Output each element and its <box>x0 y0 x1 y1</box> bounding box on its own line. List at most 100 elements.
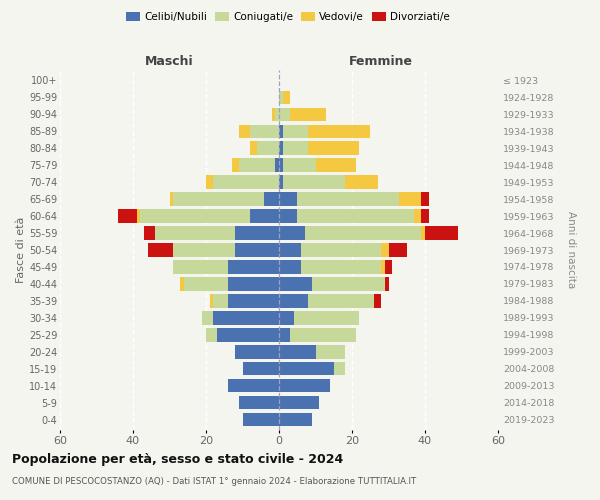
Bar <box>202 312 214 324</box>
Bar <box>228 278 279 290</box>
Bar <box>279 413 312 426</box>
Bar <box>173 244 235 256</box>
Bar <box>228 260 279 274</box>
Bar <box>250 210 279 222</box>
Bar <box>381 260 385 274</box>
Bar <box>228 294 279 308</box>
Bar <box>148 244 173 256</box>
Bar <box>279 90 283 104</box>
Bar <box>173 260 228 274</box>
Bar <box>279 312 293 324</box>
Bar <box>206 176 214 188</box>
Bar <box>279 244 301 256</box>
Bar <box>421 192 428 205</box>
Bar <box>293 312 359 324</box>
Bar <box>305 226 421 239</box>
Bar <box>374 294 381 308</box>
Y-axis label: Anni di nascita: Anni di nascita <box>566 212 575 288</box>
Bar <box>301 260 381 274</box>
Bar <box>173 192 265 205</box>
Bar <box>144 226 155 239</box>
Bar <box>214 312 279 324</box>
Text: COMUNE DI PESCOCOSTANZO (AQ) - Dati ISTAT 1° gennaio 2024 - Elaborazione TUTTITA: COMUNE DI PESCOCOSTANZO (AQ) - Dati ISTA… <box>12 478 416 486</box>
Bar <box>279 142 283 154</box>
Bar <box>250 142 257 154</box>
Bar <box>279 124 283 138</box>
Bar <box>308 124 370 138</box>
Text: Femmine: Femmine <box>349 56 413 68</box>
Bar <box>279 176 283 188</box>
Bar <box>257 142 279 154</box>
Bar <box>155 226 235 239</box>
Bar <box>400 192 421 205</box>
Bar <box>421 210 428 222</box>
Bar <box>308 294 374 308</box>
Bar <box>283 90 290 104</box>
Bar <box>275 108 279 121</box>
Bar <box>344 176 377 188</box>
Bar <box>235 226 279 239</box>
Bar <box>214 176 279 188</box>
Bar <box>235 244 279 256</box>
Bar <box>414 210 421 222</box>
Bar <box>283 158 316 172</box>
Bar <box>275 158 279 172</box>
Bar <box>279 278 312 290</box>
Bar <box>312 278 385 290</box>
Bar <box>242 362 279 376</box>
Bar <box>184 278 228 290</box>
Bar <box>209 294 214 308</box>
Bar <box>279 210 297 222</box>
Bar <box>279 379 330 392</box>
Bar <box>425 226 458 239</box>
Bar <box>279 192 297 205</box>
Bar <box>279 346 316 358</box>
Bar <box>279 294 308 308</box>
Bar <box>239 396 279 409</box>
Bar <box>283 142 308 154</box>
Bar <box>279 362 334 376</box>
Bar <box>228 379 279 392</box>
Bar <box>235 346 279 358</box>
Bar <box>279 108 290 121</box>
Legend: Celibi/Nubili, Coniugati/e, Vedovi/e, Divorziati/e: Celibi/Nubili, Coniugati/e, Vedovi/e, Di… <box>122 8 454 26</box>
Text: Maschi: Maschi <box>145 56 194 68</box>
Bar <box>389 244 407 256</box>
Y-axis label: Fasce di età: Fasce di età <box>16 217 26 283</box>
Bar <box>283 176 344 188</box>
Text: Popolazione per età, sesso e stato civile - 2024: Popolazione per età, sesso e stato civil… <box>12 452 343 466</box>
Bar <box>279 158 283 172</box>
Bar <box>301 244 381 256</box>
Bar <box>181 278 184 290</box>
Bar <box>334 362 344 376</box>
Bar <box>381 244 389 256</box>
Bar <box>217 328 279 342</box>
Bar <box>169 192 173 205</box>
Bar <box>385 278 389 290</box>
Bar <box>279 260 301 274</box>
Bar <box>239 124 250 138</box>
Bar <box>279 328 290 342</box>
Bar <box>297 210 414 222</box>
Bar <box>232 158 239 172</box>
Bar <box>272 108 275 121</box>
Bar <box>297 192 400 205</box>
Bar <box>421 226 425 239</box>
Bar <box>283 124 308 138</box>
Bar <box>118 210 137 222</box>
Bar <box>316 346 344 358</box>
Bar <box>242 413 279 426</box>
Bar <box>316 158 356 172</box>
Bar <box>214 294 228 308</box>
Bar <box>279 226 305 239</box>
Bar <box>137 210 140 222</box>
Bar <box>385 260 392 274</box>
Bar <box>140 210 250 222</box>
Bar <box>290 328 356 342</box>
Bar <box>265 192 279 205</box>
Bar <box>279 396 319 409</box>
Bar <box>250 124 279 138</box>
Bar <box>206 328 217 342</box>
Bar <box>239 158 275 172</box>
Bar <box>308 142 359 154</box>
